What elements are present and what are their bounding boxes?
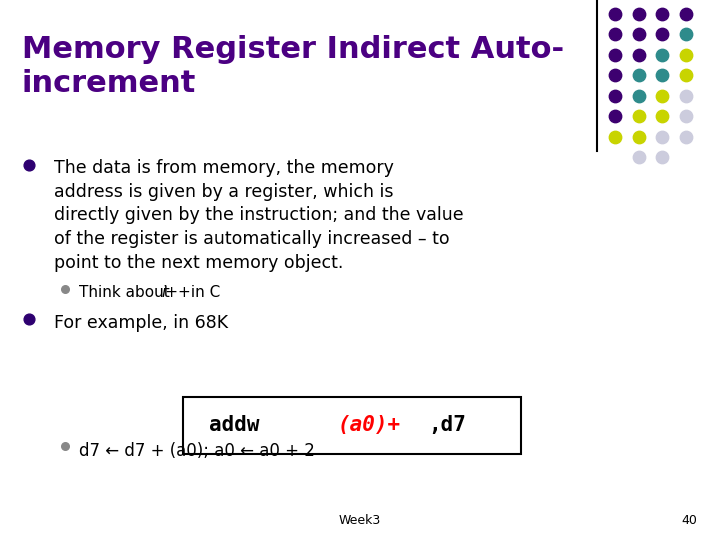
Point [609, 50, 621, 59]
Point [633, 112, 644, 120]
Point [680, 50, 692, 59]
Point [23, 314, 35, 323]
Text: The data is from memory, the memory
address is given by a register, which is
dir: The data is from memory, the memory addr… [54, 159, 464, 272]
Point [59, 285, 71, 293]
Point [609, 71, 621, 79]
Point [633, 50, 644, 59]
Point [633, 132, 644, 141]
Point [657, 30, 668, 38]
Text: 40: 40 [682, 514, 698, 526]
Point [609, 30, 621, 38]
Point [657, 153, 668, 161]
Text: d7 ← d7 + (a0); a0 ← a0 + 2: d7 ← d7 + (a0); a0 ← a0 + 2 [79, 442, 315, 460]
Text: (a0)+: (a0)+ [338, 415, 401, 435]
Point [680, 91, 692, 100]
Point [657, 71, 668, 79]
Point [680, 112, 692, 120]
Point [680, 132, 692, 141]
Point [633, 153, 644, 161]
Point [657, 112, 668, 120]
Point [680, 9, 692, 18]
Point [609, 9, 621, 18]
Point [633, 91, 644, 100]
Point [23, 160, 35, 169]
Text: Memory Register Indirect Auto-
increment: Memory Register Indirect Auto- increment [22, 35, 564, 98]
Text: For example, in 68K: For example, in 68K [54, 314, 228, 332]
Text: i++: i++ [162, 285, 192, 300]
Point [609, 132, 621, 141]
Text: Week3: Week3 [338, 514, 381, 526]
Point [609, 112, 621, 120]
Point [657, 50, 668, 59]
Point [680, 71, 692, 79]
Point [633, 30, 644, 38]
Text: ,d7: ,d7 [428, 415, 466, 435]
Text: Think about: Think about [79, 285, 175, 300]
Point [657, 91, 668, 100]
Point [633, 71, 644, 79]
Point [59, 441, 71, 450]
Point [657, 9, 668, 18]
Text: addw: addw [209, 415, 259, 435]
Point [609, 91, 621, 100]
Point [680, 30, 692, 38]
Text: in C: in C [186, 285, 220, 300]
Point [633, 9, 644, 18]
Point [657, 132, 668, 141]
FancyBboxPatch shape [184, 397, 521, 454]
